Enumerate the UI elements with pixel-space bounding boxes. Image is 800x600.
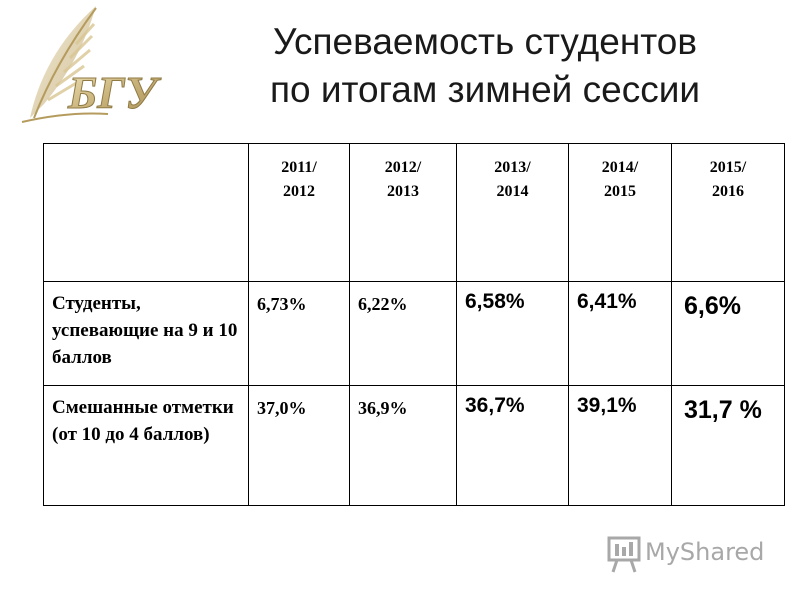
header-2015-2016: 2015/ 2016 xyxy=(671,143,785,282)
header-2013-2014: 2013/ 2014 xyxy=(456,143,569,282)
results-table: 2011/ 2012 2012/ 2013 2013/ 2014 2014/ 2… xyxy=(43,143,785,506)
header-2014-2015: 2014/ 2015 xyxy=(568,143,672,282)
title-line-2: по итогам зимней сессии xyxy=(269,69,701,110)
header-2011-2012: 2011/ 2012 xyxy=(248,143,350,282)
cell-value: 6,22% xyxy=(349,281,457,386)
cell-value: 6,73% xyxy=(248,281,350,386)
header-2012-2013: 2012/ 2013 xyxy=(349,143,457,282)
table-row: Смешанные отметки (от 10 до 4 баллов) 37… xyxy=(43,385,785,506)
cell-value: 37,0% xyxy=(248,385,350,506)
corner-cell xyxy=(43,143,249,282)
cell-value: 39,1% xyxy=(568,385,672,506)
logo-text: БГУ xyxy=(67,67,162,118)
myshared-watermark: MyShared xyxy=(603,534,773,574)
table-row: Студенты, успевающие на 9 и 10 баллов 6,… xyxy=(43,281,785,386)
page-title: Успеваемость студентов по итогам зимней … xyxy=(180,18,790,114)
row-label-high-achievers: Студенты, успевающие на 9 и 10 баллов xyxy=(43,281,249,386)
bgu-logo: БГУ xyxy=(8,0,178,130)
presentation-icon xyxy=(607,536,641,573)
cell-value: 6,41% xyxy=(568,281,672,386)
row-label-mixed-grades: Смешанные отметки (от 10 до 4 баллов) xyxy=(43,385,249,506)
title-line-1: Успеваемость студентов xyxy=(272,21,698,62)
cell-value: 31,7 % xyxy=(671,385,785,506)
watermark-text: MyShared xyxy=(645,538,765,566)
cell-value: 6,58% xyxy=(456,281,569,386)
cell-value: 36,7% xyxy=(456,385,569,506)
cell-value: 36,9% xyxy=(349,385,457,506)
cell-value: 6,6% xyxy=(671,281,785,386)
